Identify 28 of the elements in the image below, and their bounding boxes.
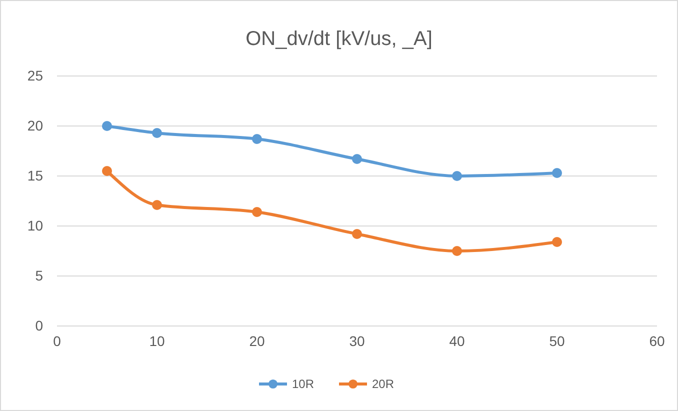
y-tick-label: 10	[27, 217, 44, 234]
point	[152, 128, 162, 138]
y-tick-label: 5	[35, 267, 44, 284]
point	[102, 166, 112, 176]
chart-title: ON_dv/dt [kV/us, _A]	[246, 28, 432, 50]
x-tick-label: 40	[449, 332, 465, 349]
point	[552, 168, 562, 178]
y-tick-label: 20	[27, 117, 44, 134]
y-tick-label: 15	[27, 167, 44, 184]
point	[252, 206, 262, 218]
point	[452, 246, 462, 256]
x-tick-label: 50	[549, 332, 565, 349]
point	[352, 154, 362, 164]
x-tick-label: 0	[53, 332, 62, 349]
x-tick-label: 60	[649, 332, 665, 349]
point	[102, 120, 112, 132]
legend-label: 10R	[292, 377, 314, 391]
point	[352, 228, 362, 240]
legend-label: 20R	[372, 377, 394, 391]
x-tick-label: 20	[249, 332, 265, 349]
y-tick-label: 25	[27, 67, 44, 84]
x-tick-label: 30	[349, 332, 365, 349]
y-tick-label: 0	[35, 317, 44, 334]
point	[452, 170, 462, 182]
point	[552, 236, 562, 248]
point	[252, 134, 262, 144]
point	[152, 200, 162, 210]
x-tick-label: 10	[149, 332, 165, 349]
